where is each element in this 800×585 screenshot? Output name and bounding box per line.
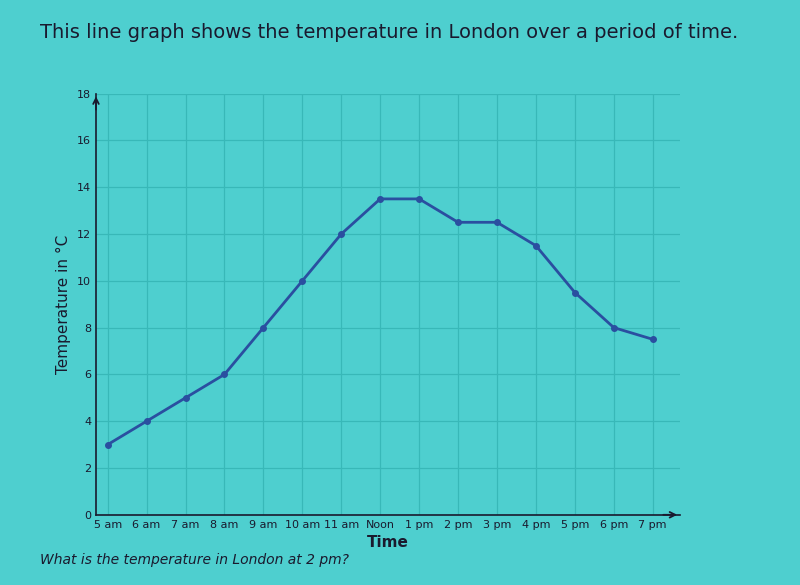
Y-axis label: Temperature in °C: Temperature in °C [57,235,71,374]
Text: What is the temperature in London at 2 pm?: What is the temperature in London at 2 p… [40,553,349,567]
Text: This line graph shows the temperature in London over a period of time.: This line graph shows the temperature in… [40,23,738,42]
X-axis label: Time: Time [367,535,409,550]
